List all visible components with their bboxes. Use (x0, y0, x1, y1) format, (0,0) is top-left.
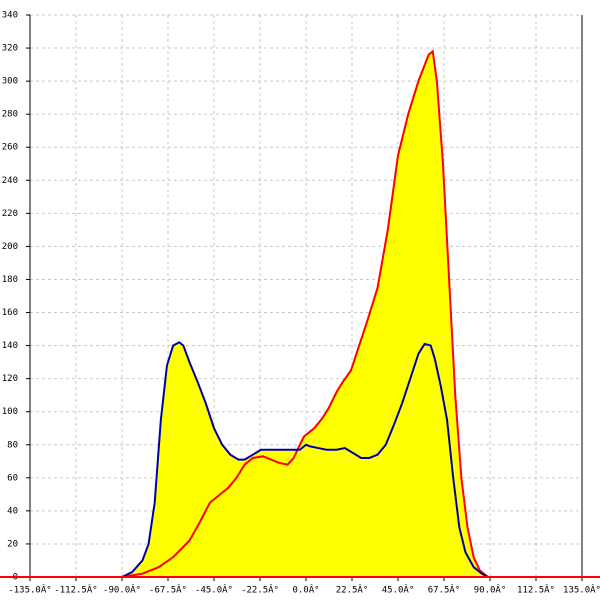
series-line (121, 49, 489, 578)
y-tick-label: 320 (2, 44, 18, 54)
y-tick-label: 60 (7, 473, 18, 483)
x-tick-label: 135.0Â° (563, 584, 600, 596)
y-tick-label: 180 (2, 275, 18, 285)
x-tick-label: 22.5Â° (336, 584, 369, 596)
y-tick-label: 80 (7, 440, 18, 450)
y-tick-label: 20 (7, 539, 18, 549)
x-tick-label: -135.0Â° (8, 584, 51, 596)
y-tick-label: 220 (2, 209, 18, 219)
y-tick-label: 300 (2, 77, 18, 87)
y-tick-label: 240 (2, 176, 18, 186)
x-tick-label: 45.0Â° (382, 584, 415, 596)
series-line (121, 341, 489, 578)
x-tick-label: 0.0Â° (292, 584, 319, 596)
x-tick-label: 67.5Â° (428, 584, 461, 596)
y-tick-label: 100 (2, 407, 18, 417)
x-tick-label: -67.5Â° (149, 584, 187, 596)
x-tick-label: -45.0Â° (195, 584, 233, 596)
x-tick-label: 90.0Â° (474, 584, 507, 596)
y-tick-label: 200 (2, 242, 18, 252)
y-tick-label: 260 (2, 143, 18, 153)
x-tick-label: -22.5Â° (241, 584, 279, 596)
y-tick-label: 160 (2, 308, 18, 318)
y-tick-label: 340 (2, 11, 18, 21)
y-tick-label: 280 (2, 110, 18, 120)
y-tick-label: 120 (2, 374, 18, 384)
x-tick-label: -90.0Â° (103, 584, 141, 596)
x-tick-label: 112.5Â° (517, 584, 555, 596)
y-tick-label: 40 (7, 506, 18, 516)
x-tick-label: -112.5Â° (54, 584, 97, 596)
area-fill (122, 342, 488, 577)
y-tick-label: 140 (2, 341, 18, 351)
